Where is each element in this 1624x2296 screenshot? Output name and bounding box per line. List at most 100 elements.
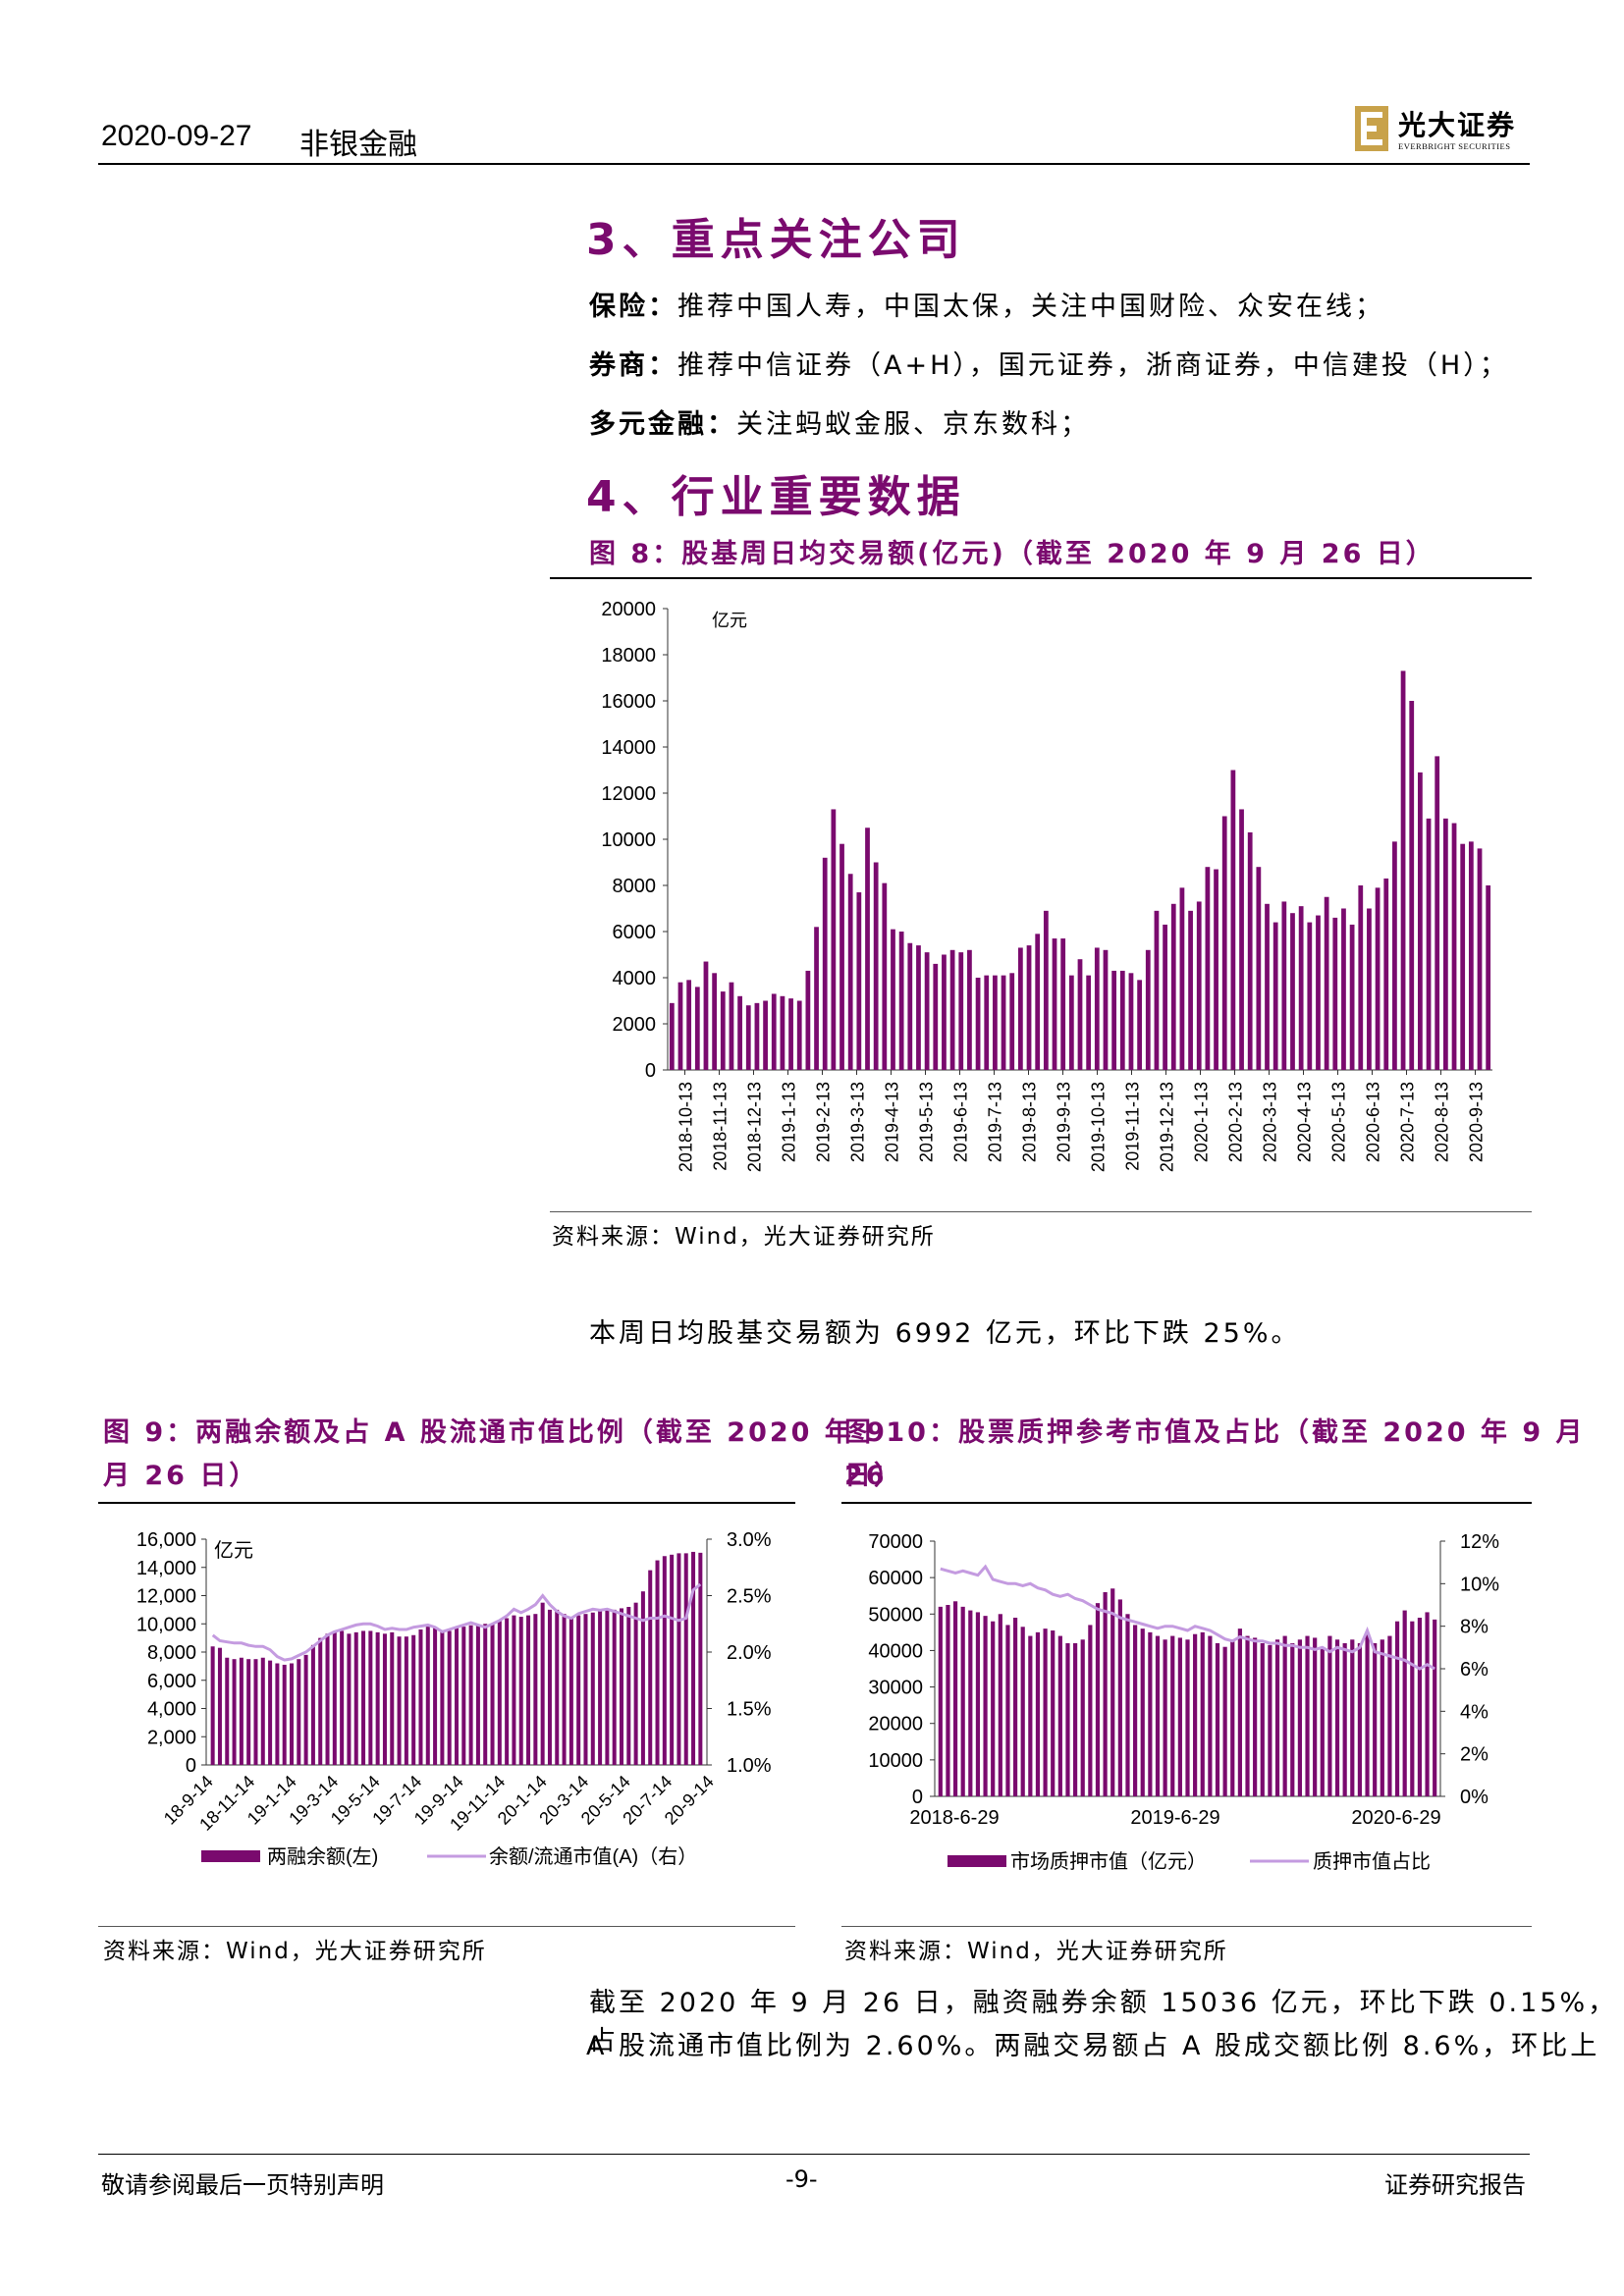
fig8-bar [898, 932, 904, 1070]
fig10-bar [1185, 1639, 1190, 1796]
fig8-x-tick-label: 2020-7-13 [1398, 1082, 1418, 1162]
fig10-bar [1425, 1612, 1430, 1796]
fig8-bar [1468, 841, 1474, 1070]
section-3-title: 3、重点关注公司 [586, 215, 966, 265]
fig8-bar [1392, 841, 1397, 1070]
fig9-right-tick-label: 2.5% [727, 1586, 772, 1608]
fig8-bar [686, 980, 692, 1070]
fig8-bar [882, 882, 888, 1070]
fig10-bar [1350, 1639, 1355, 1796]
fig10-bar [1133, 1625, 1138, 1796]
fig8-bar [1214, 869, 1218, 1070]
fig8-title: 图 8：股基周日均交易额(亿元)（截至 2020 年 9 月 26 日） [589, 539, 1435, 569]
fig8-bar [1349, 924, 1355, 1070]
fig8-bar [1281, 901, 1287, 1070]
fig9-bar [253, 1659, 258, 1765]
fig10-bar [1012, 1618, 1018, 1796]
footer-report-type: 证券研究报告 [1384, 2171, 1526, 2199]
fig8-unit-label: 亿元 [712, 611, 747, 630]
fig9-bar [340, 1630, 345, 1765]
fig8-bar [1170, 903, 1176, 1070]
fig8-bar [1052, 938, 1057, 1070]
fig9-bar [490, 1624, 495, 1765]
fig9-bar [670, 1554, 675, 1765]
fig8-bar [1239, 809, 1244, 1070]
fig10-bar [968, 1610, 973, 1796]
fig8-note: 本周日均股基交易额为 6992 亿元，环比下跌 25%。 [589, 1318, 1301, 1349]
fig9-bar [619, 1608, 624, 1765]
fig10-bar [1222, 1646, 1227, 1796]
fig10-bar [1230, 1639, 1235, 1796]
fig9-bar [648, 1570, 653, 1765]
fig8-bar [856, 892, 862, 1070]
fig8-y-tick-label: 16000 [601, 691, 656, 713]
fig10-bar [1117, 1599, 1122, 1796]
fig9-left-tick-label: 8,000 [147, 1642, 196, 1664]
fig10-source: 资料来源：Wind，光大证券研究所 [844, 1939, 1228, 1964]
header-divider [98, 163, 1530, 165]
fig9-bar [210, 1646, 215, 1765]
fig8-bar [780, 995, 785, 1070]
fig9-right-tick-label: 3.0% [727, 1529, 772, 1551]
fig8-bar [1128, 973, 1134, 1070]
fig8-bar [1358, 885, 1364, 1070]
fig10-left-tick-label: 20000 [868, 1714, 923, 1735]
fig10-x-tick-label: 2019-6-29 [1130, 1807, 1219, 1829]
fig10-left-tick-label: 70000 [868, 1531, 923, 1553]
fig8-bar [1316, 915, 1321, 1070]
fig9-bar [239, 1657, 244, 1765]
fig8-bar [822, 857, 828, 1070]
fig9-bar [232, 1659, 237, 1765]
fig10-bar [1140, 1629, 1145, 1796]
fig10-bar [1072, 1643, 1078, 1796]
fig8-bar [1094, 947, 1100, 1070]
fig8-y-tick-label: 0 [645, 1060, 656, 1082]
fig9-right-tick-label: 1.5% [727, 1699, 772, 1721]
fig10-right-tick-label: 2% [1460, 1744, 1489, 1766]
fig8-y-tick-label: 8000 [613, 876, 657, 897]
fig8-bar [1026, 945, 1032, 1070]
fig9-bar [590, 1612, 595, 1765]
fig10-legend-bar-swatch [947, 1855, 1006, 1867]
logo-name-en: EVERBRIGHT SECURITIES [1398, 141, 1511, 151]
fig8-x-tick-label: 2020-5-13 [1329, 1082, 1349, 1162]
fig10-bar [1043, 1629, 1048, 1796]
fig9-bar [361, 1630, 366, 1765]
fig8-bar [1442, 818, 1448, 1070]
fig8-source: 资料来源：Wind，光大证券研究所 [552, 1224, 936, 1250]
fig10-bar [1163, 1639, 1167, 1796]
fig8-bar [788, 998, 793, 1070]
fig10-bar [1208, 1635, 1213, 1796]
fig10-bar [1245, 1635, 1250, 1796]
fig8-x-tick-label: 2019-9-13 [1055, 1082, 1074, 1162]
fig8-y-tick-label: 6000 [613, 922, 657, 943]
fig10-bar [1237, 1629, 1242, 1796]
fig8-bar [1486, 885, 1491, 1070]
fig8-x-tick-label: 2019-2-13 [814, 1082, 834, 1162]
fig8-bar [1103, 949, 1109, 1070]
fig9-bar [375, 1631, 380, 1765]
fig8-x-tick-label: 2020-6-13 [1364, 1082, 1383, 1162]
fig9-unit-label: 亿元 [214, 1539, 253, 1562]
fig9-legend-line-label: 余额/流通市值(A)（右） [489, 1845, 697, 1868]
fig10-left-tick-label: 0 [912, 1787, 923, 1808]
fig8-bar [831, 809, 837, 1070]
fig8-bar [865, 828, 870, 1070]
fig10-right-tick-label: 10% [1460, 1574, 1499, 1595]
fig9-bar [440, 1630, 445, 1765]
fig8-bar [677, 982, 683, 1070]
fig8-bar [1383, 878, 1389, 1070]
fig9-bar [533, 1614, 538, 1765]
fig10-bar [1103, 1592, 1108, 1796]
fig9-bar [505, 1618, 510, 1765]
fig8-x-tick-label: 2020-1-13 [1192, 1082, 1212, 1162]
fig8-bar [805, 970, 811, 1070]
fig10-bar [960, 1606, 965, 1796]
fig8-x-tick-label: 2020-8-13 [1433, 1082, 1452, 1162]
section-4-title: 4、行业重要数据 [586, 472, 966, 522]
fig10-bar [1365, 1633, 1370, 1796]
fig8-x-tick-label: 2020-2-13 [1226, 1082, 1246, 1162]
fig9-bar [353, 1631, 358, 1765]
fig8-bar [1086, 975, 1092, 1070]
fig10-bar [1065, 1643, 1070, 1796]
